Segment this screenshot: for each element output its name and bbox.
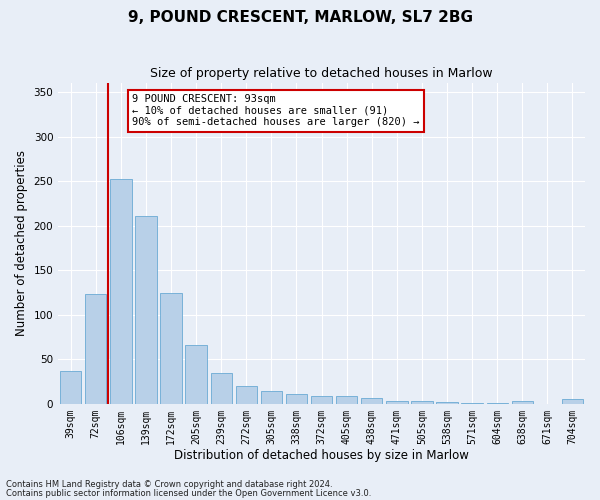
X-axis label: Distribution of detached houses by size in Marlow: Distribution of detached houses by size … — [174, 450, 469, 462]
Bar — [60, 371, 82, 404]
Y-axis label: Number of detached properties: Number of detached properties — [15, 150, 28, 336]
Bar — [185, 345, 207, 404]
Bar — [136, 216, 157, 404]
Bar — [411, 401, 433, 404]
Bar — [336, 396, 358, 404]
Bar — [110, 180, 131, 404]
Bar — [386, 401, 407, 404]
Title: Size of property relative to detached houses in Marlow: Size of property relative to detached ho… — [150, 68, 493, 80]
Bar — [286, 394, 307, 404]
Text: Contains HM Land Registry data © Crown copyright and database right 2024.: Contains HM Land Registry data © Crown c… — [6, 480, 332, 489]
Bar — [85, 294, 106, 404]
Bar — [211, 372, 232, 404]
Text: 9 POUND CRESCENT: 93sqm
← 10% of detached houses are smaller (91)
90% of semi-de: 9 POUND CRESCENT: 93sqm ← 10% of detache… — [132, 94, 419, 128]
Bar — [461, 403, 483, 404]
Bar — [311, 396, 332, 404]
Bar — [512, 401, 533, 404]
Bar — [361, 398, 382, 404]
Bar — [160, 294, 182, 404]
Text: Contains public sector information licensed under the Open Government Licence v3: Contains public sector information licen… — [6, 488, 371, 498]
Bar — [261, 392, 282, 404]
Bar — [236, 386, 257, 404]
Bar — [487, 403, 508, 404]
Bar — [562, 400, 583, 404]
Text: 9, POUND CRESCENT, MARLOW, SL7 2BG: 9, POUND CRESCENT, MARLOW, SL7 2BG — [128, 10, 473, 25]
Bar — [436, 402, 458, 404]
